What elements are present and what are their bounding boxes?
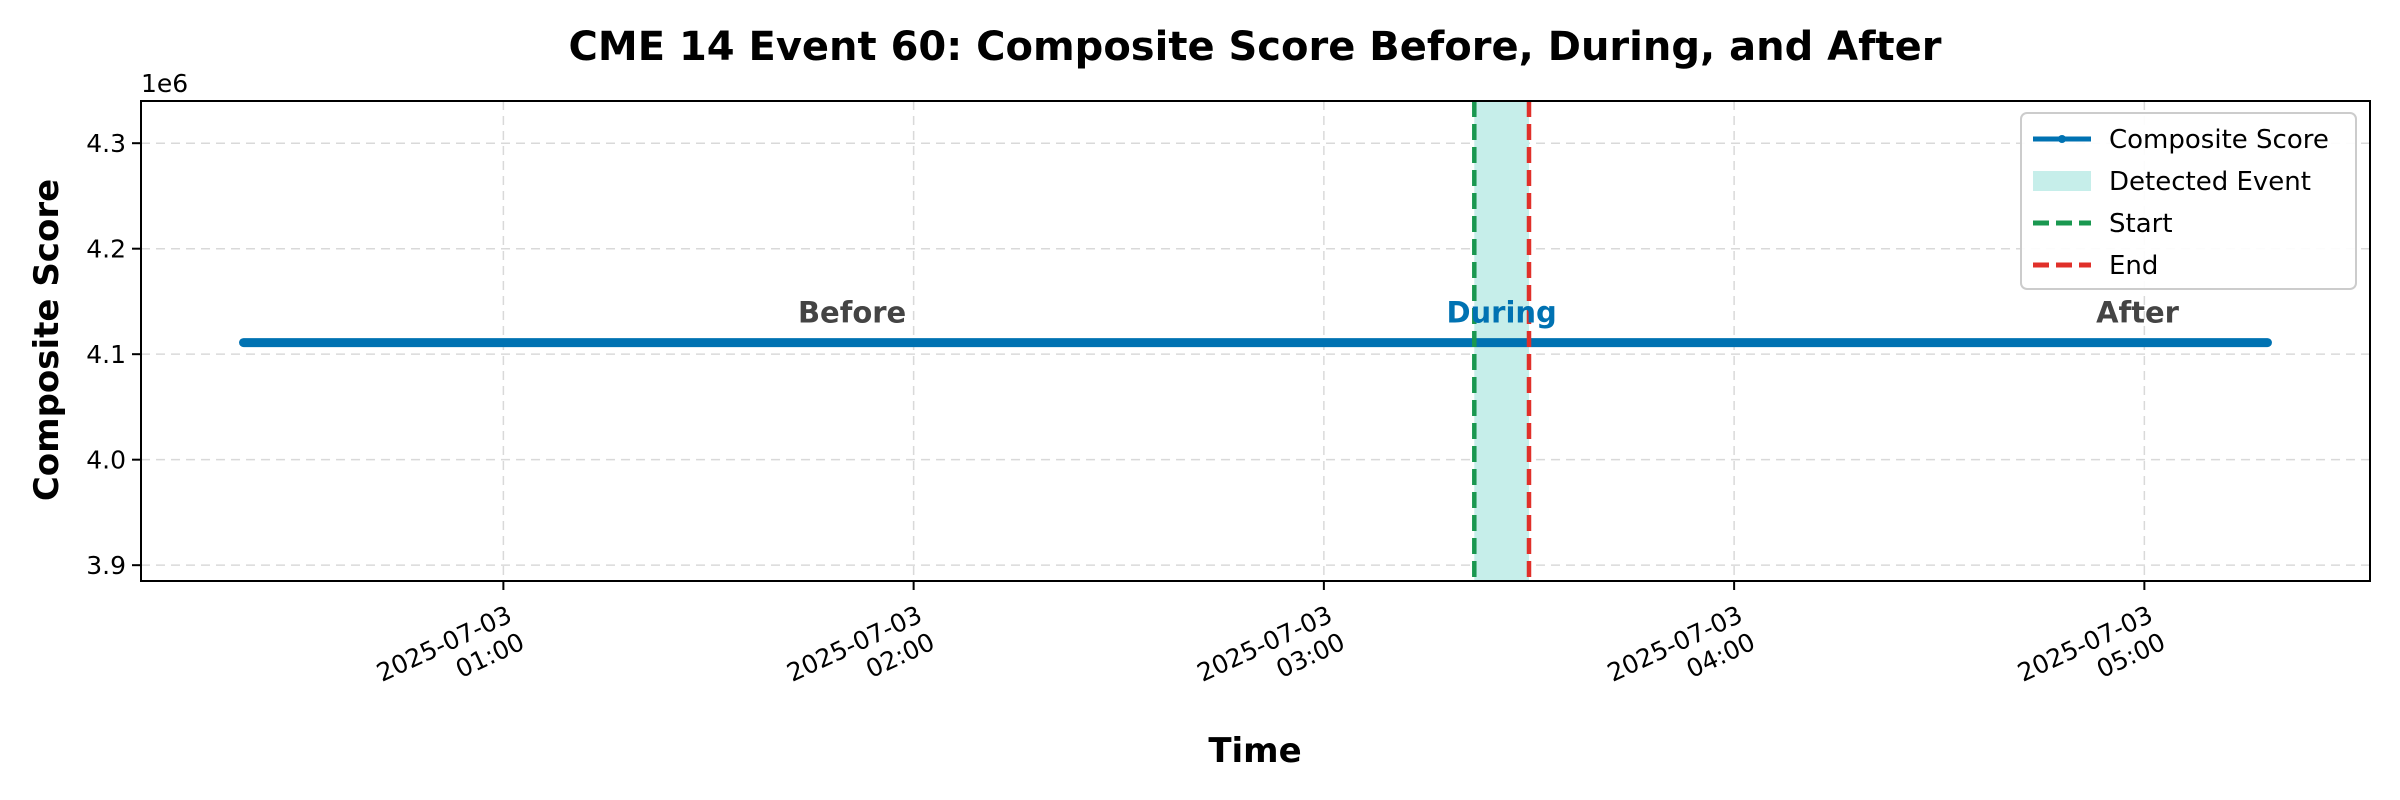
y-tick-label: 3.9	[86, 551, 126, 580]
y-tick-label: 4.1	[86, 340, 126, 369]
annotation-before: Before	[798, 296, 906, 330]
data-point	[1730, 338, 1739, 347]
legend-box	[2020, 112, 2357, 290]
legend: Composite Score Detected Event Start End	[2020, 112, 2357, 290]
y-axis-label: Composite Score	[27, 179, 67, 501]
data-point	[239, 338, 248, 347]
y-tick-label: 4.0	[86, 446, 126, 475]
y-tick-label: 4.2	[86, 235, 126, 264]
data-point	[2263, 338, 2272, 347]
legend-label-composite-score: Composite Score	[2109, 125, 2329, 155]
data-point	[2140, 338, 2149, 347]
y-tick-label: 4.3	[86, 129, 126, 158]
legend-marker-composite-score	[2058, 135, 2066, 143]
data-point	[499, 338, 508, 347]
x-axis-label: Time	[1208, 731, 1301, 771]
legend-label-detected-event: Detected Event	[2109, 167, 2311, 197]
y-multiplier-label: 1e6	[141, 69, 188, 98]
annotation-during: During	[1446, 296, 1556, 330]
data-point	[909, 338, 918, 347]
legend-label-end: End	[2109, 251, 2158, 281]
chart-title: CME 14 Event 60: Composite Score Before,…	[569, 24, 1942, 70]
legend-handle-detected-event	[2033, 171, 2091, 191]
data-point	[1319, 338, 1328, 347]
annotation-after: After	[2096, 296, 2180, 330]
axes-frame	[140, 100, 2371, 582]
legend-label-start: Start	[2109, 209, 2173, 239]
